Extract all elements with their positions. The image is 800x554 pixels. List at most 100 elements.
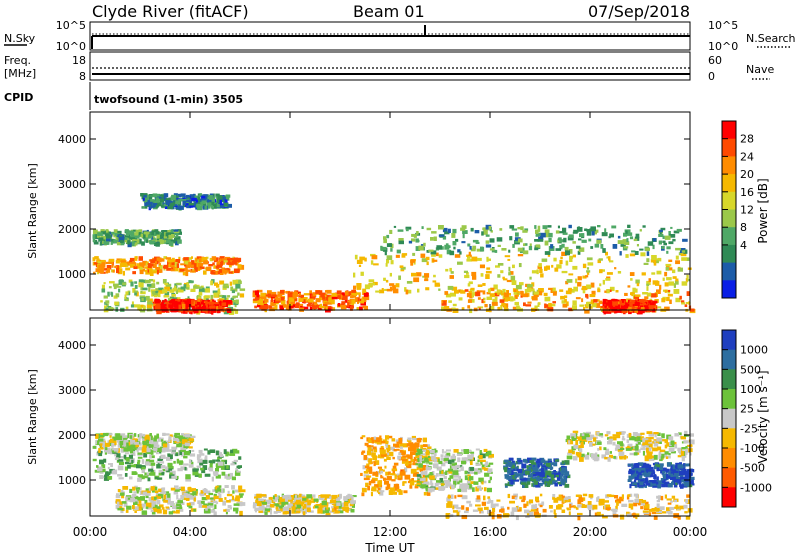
heatmap-cell	[578, 247, 585, 252]
heatmap-cell	[191, 488, 196, 491]
heatmap-cell	[519, 282, 524, 286]
heatmap-cell	[177, 239, 182, 244]
heatmap-cell	[428, 487, 433, 493]
heatmap-cell	[517, 227, 523, 230]
heatmap-cell	[364, 465, 369, 469]
heatmap-cell	[666, 250, 669, 254]
heatmap-cell	[666, 246, 671, 250]
heatmap-cell	[669, 506, 675, 510]
heatmap-cell	[329, 297, 333, 303]
heatmap-cell	[194, 301, 201, 306]
heatmap-cell	[273, 503, 279, 506]
heatmap-cell	[118, 477, 124, 480]
heatmap-cell	[189, 435, 196, 438]
heatmap-cell	[517, 307, 521, 311]
heatmap-cell	[601, 454, 606, 459]
heatmap-cell	[217, 487, 221, 492]
heatmap-cell	[257, 297, 263, 302]
heatmap-cell	[689, 433, 694, 437]
heatmap-cell	[125, 231, 130, 236]
heatmap-cell	[652, 447, 658, 452]
heatmap-cell	[296, 504, 302, 509]
heatmap-cell	[130, 439, 136, 445]
heatmap-cell	[480, 510, 484, 514]
heatmap-cell	[602, 279, 605, 285]
heatmap-cell	[408, 240, 413, 244]
heatmap-cell	[655, 508, 659, 512]
heatmap-cell	[378, 490, 385, 493]
heatmap-cell	[160, 201, 163, 206]
heatmap-cell	[411, 468, 417, 473]
heatmap-cell	[443, 306, 448, 311]
heatmap-cell	[515, 461, 519, 465]
heatmap-cell	[415, 454, 422, 459]
heatmap-cell	[92, 445, 97, 449]
heatmap-cell	[564, 460, 570, 465]
heatmap-cell	[513, 479, 519, 482]
heatmap-cell	[474, 230, 480, 234]
heatmap-cell	[540, 273, 544, 278]
heatmap-cell	[202, 194, 208, 198]
heatmap-cell	[670, 500, 673, 503]
heatmap-cell	[178, 498, 182, 502]
heatmap-cell	[464, 475, 468, 481]
heatmap-cell	[161, 194, 165, 200]
heatmap-cell	[652, 244, 655, 250]
heatmap-cell	[454, 289, 459, 294]
heatmap-cell	[410, 445, 417, 451]
heatmap-cell	[611, 225, 617, 229]
heatmap-cell	[681, 457, 685, 462]
heatmap-cell	[318, 305, 325, 308]
heatmap-cell	[606, 272, 613, 275]
heatmap-cell	[173, 434, 178, 437]
heatmap-cell	[499, 299, 505, 303]
heatmap-cell	[515, 509, 521, 512]
heatmap-cell	[151, 200, 155, 205]
heatmap-cell	[221, 459, 228, 462]
heatmap-cell	[557, 472, 563, 477]
heatmap-cell	[205, 495, 210, 500]
heatmap-cell	[234, 257, 239, 262]
heatmap-cell	[157, 458, 163, 461]
heatmap-cell	[454, 254, 461, 258]
heatmap-cell	[347, 302, 350, 308]
heatmap-cell	[438, 486, 444, 491]
heatmap-cell	[477, 306, 484, 309]
heatmap-cell	[120, 448, 125, 453]
heatmap-cell	[630, 278, 633, 281]
heatmap-cell	[604, 290, 607, 293]
heatmap-cell	[634, 302, 640, 306]
heatmap-cell	[283, 304, 287, 308]
heatmap-cell	[173, 265, 177, 270]
heatmap-cell	[608, 236, 611, 239]
heatmap-cell	[312, 292, 317, 297]
heatmap-cell	[207, 450, 211, 455]
heatmap-cell	[319, 497, 324, 501]
heatmap-cell	[174, 267, 179, 272]
heatmap-cell	[182, 463, 189, 466]
heatmap-cell	[226, 261, 231, 265]
heatmap-cell	[626, 232, 633, 236]
heatmap-cell	[558, 237, 562, 241]
heatmap-cell	[372, 455, 377, 461]
heatmap-cell	[434, 453, 437, 457]
heatmap-cell	[503, 513, 509, 518]
heatmap-cell	[526, 287, 532, 293]
heatmap-cell	[646, 286, 649, 291]
heatmap-cell	[154, 435, 158, 440]
heatmap-cell	[487, 496, 491, 500]
heatmap-cell	[573, 505, 576, 509]
heatmap-cell	[653, 515, 658, 520]
heatmap-cell	[146, 283, 153, 287]
heatmap-cell	[660, 453, 665, 459]
heatmap-cell	[191, 256, 193, 259]
heatmap-cell	[175, 206, 180, 210]
heatmap-cell	[354, 292, 361, 295]
heatmap-cell	[149, 454, 152, 459]
heatmap-cell	[144, 499, 148, 505]
heatmap-cell	[191, 449, 195, 452]
heatmap-cell	[457, 494, 463, 498]
heatmap-cell	[94, 256, 99, 260]
heatmap-cell	[231, 300, 238, 303]
heatmap-cell	[146, 490, 151, 494]
